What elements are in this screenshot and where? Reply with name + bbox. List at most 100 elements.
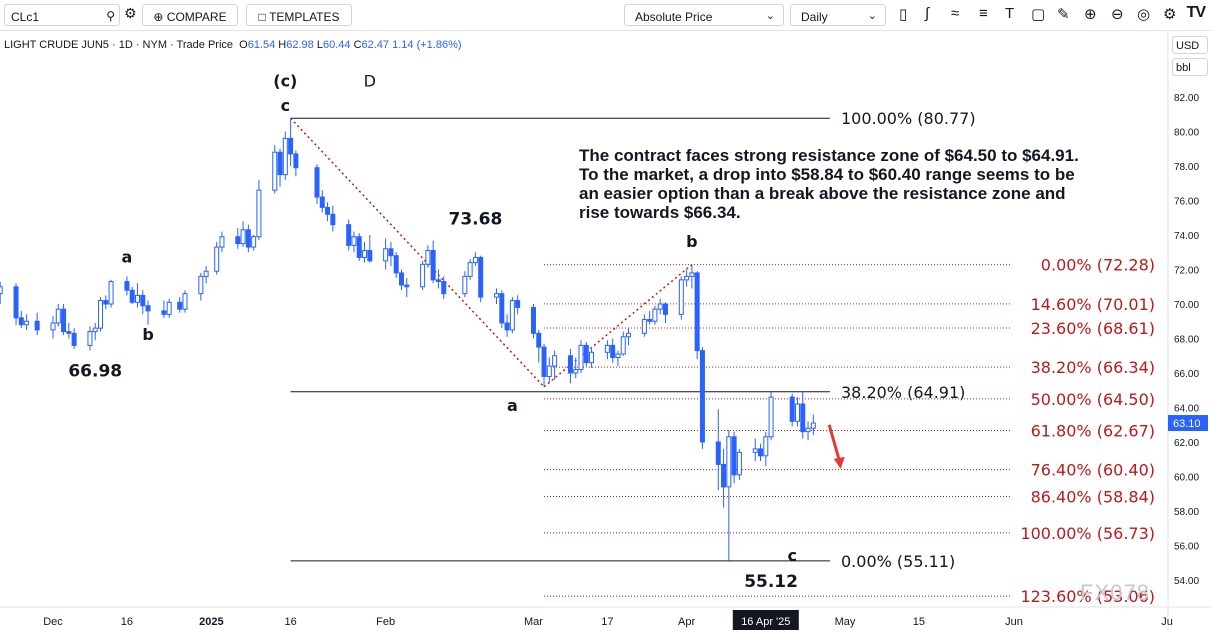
fib-right-label: 100.00% (56.73) — [1020, 524, 1155, 543]
templates-label: TEMPLATES — [269, 9, 340, 24]
candle-body — [50, 322, 56, 331]
gear-icon[interactable]: ⚙ — [1163, 6, 1177, 23]
fib-right-label: 61.80% (62.67) — [1031, 421, 1155, 440]
x-tick-label: Feb — [376, 616, 395, 628]
candle-body — [282, 137, 288, 176]
y-tick-label: 58.00 — [1174, 507, 1199, 518]
candle-body — [472, 256, 478, 264]
candle-body — [615, 353, 621, 358]
candle-body — [810, 422, 816, 429]
candle-body — [573, 369, 579, 374]
settings-icon[interactable]: ⚙ — [124, 5, 137, 21]
y-tick-label: 62.00 — [1174, 438, 1199, 449]
wave-icon[interactable]: ≈ — [951, 5, 960, 22]
last-price-label: 63.10 — [1173, 418, 1201, 430]
draw-icon[interactable]: ✎ — [1057, 6, 1070, 23]
candle-body — [689, 272, 695, 277]
candle-body — [314, 167, 320, 198]
fib-icon[interactable]: ≡ — [979, 5, 988, 22]
legend-close: 62.47 — [361, 39, 390, 51]
candle-body — [467, 262, 473, 277]
candle-body — [356, 236, 362, 258]
interval-value: Daily — [801, 9, 828, 24]
candle-body — [398, 272, 404, 286]
candle-body — [34, 320, 40, 331]
watermark: FX078 — [1080, 580, 1150, 605]
x-tick-label-highlighted: 16 Apr '25 — [741, 616, 790, 628]
symbol-search[interactable]: CLc1 ⚲ — [4, 4, 120, 26]
candle-body — [161, 310, 167, 315]
compare-label: COMPARE — [166, 9, 227, 24]
interval-select[interactable]: Daily ⌄ — [790, 4, 886, 26]
wave-label: c — [281, 96, 290, 115]
wave-label: 73.68 — [449, 210, 503, 230]
text-icon[interactable]: T — [1005, 5, 1015, 22]
zoom-out-icon[interactable]: ⊖ — [1111, 6, 1124, 23]
candle-body — [388, 248, 394, 257]
candle-body — [166, 301, 172, 315]
candle-body — [145, 305, 151, 312]
candle-body — [530, 306, 536, 334]
candle-body — [277, 151, 283, 176]
candle-body — [789, 396, 795, 422]
candle-body — [330, 213, 336, 226]
currency-select[interactable]: USD — [1172, 36, 1208, 54]
forecast-arrow-shaft — [827, 424, 842, 463]
candle-body — [214, 246, 220, 272]
x-tick-label: Dec — [43, 616, 63, 628]
fib-right-label: 86.40% (58.84) — [1031, 488, 1155, 507]
x-tick-label: 16 — [284, 616, 296, 628]
candle-body — [684, 275, 690, 281]
candle-body — [177, 301, 183, 310]
candle-body — [87, 331, 93, 346]
search-icon[interactable]: ⚲ — [106, 9, 115, 23]
price-mode-select[interactable]: Absolute Price ⌄ — [624, 4, 784, 26]
candle-body — [182, 293, 188, 310]
candle-body — [404, 284, 410, 288]
wave-label: b — [686, 232, 697, 251]
fib-right-label: 23.60% (68.61) — [1031, 319, 1155, 338]
y-tick-label: 66.00 — [1174, 369, 1199, 380]
zoom-icon[interactable]: ⊕ — [1084, 6, 1097, 23]
candle-body — [24, 320, 30, 326]
visibility-icon[interactable]: ◎ — [1137, 6, 1151, 23]
y-tick-label: 82.00 — [1174, 93, 1199, 104]
x-tick-label: 2025 — [199, 616, 223, 628]
compare-button[interactable]: ⊕ COMPARE — [142, 4, 238, 26]
y-tick-label: 72.00 — [1174, 266, 1199, 277]
candle-body — [293, 153, 299, 169]
indicators-icon[interactable]: ∫ — [925, 5, 930, 22]
candle-body — [129, 289, 135, 303]
unit-select[interactable]: bbl — [1172, 58, 1208, 76]
fib-right-label: 76.40% (60.40) — [1031, 461, 1155, 480]
wave-label: c — [787, 546, 796, 565]
candle-body — [346, 224, 352, 246]
candles-icon[interactable]: ▯ — [899, 6, 908, 23]
candle-body — [604, 344, 610, 353]
chevron-down-icon: ⌄ — [765, 10, 775, 22]
candle-body — [721, 463, 727, 488]
fib-left-label: 38.20% (64.91) — [841, 383, 965, 402]
candle-body — [425, 250, 431, 265]
candle-body — [794, 403, 800, 422]
candle-body — [536, 332, 542, 348]
wave-label: 66.98 — [68, 361, 122, 381]
last-price-box — [1168, 415, 1208, 432]
candle-body — [367, 250, 373, 262]
templates-button[interactable]: □ TEMPLATES — [246, 4, 352, 26]
plus-circle-icon: ⊕ — [153, 9, 164, 24]
candle-body — [694, 272, 700, 352]
candle-body — [641, 319, 647, 334]
candle-body — [567, 355, 573, 374]
wave-label: b — [142, 325, 153, 344]
shape-icon[interactable]: ▢ — [1031, 6, 1046, 23]
crosshair-date-box — [732, 610, 799, 630]
wave-label: a — [122, 248, 133, 267]
legend-open: 61.54 — [247, 39, 276, 51]
candle-body — [103, 300, 109, 305]
wave-label: 55.12 — [744, 572, 798, 592]
folder-icon: □ — [258, 9, 266, 24]
wave-label: (c) — [273, 72, 297, 91]
y-tick-label: 68.00 — [1174, 335, 1199, 346]
